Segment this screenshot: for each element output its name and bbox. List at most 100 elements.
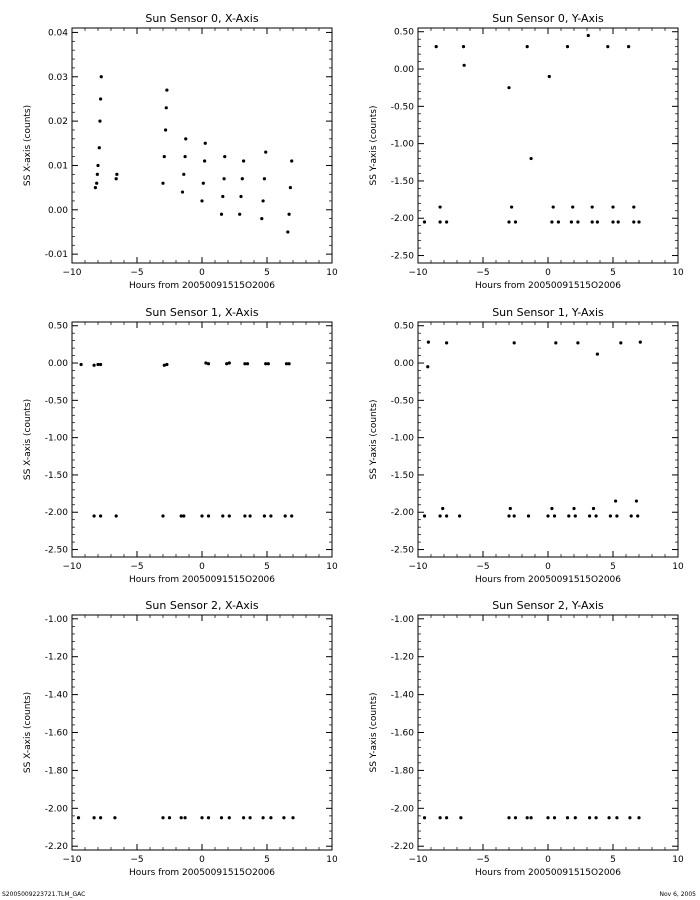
data-point: [283, 514, 287, 518]
data-point: [97, 146, 101, 150]
data-point: [184, 137, 188, 141]
data-point: [269, 816, 273, 820]
y-tick-label: 0.50: [48, 322, 68, 332]
data-point: [96, 163, 100, 168]
data-point: [162, 363, 166, 367]
data-point: [550, 220, 554, 224]
chart-title: Sun Sensor 0, Y-Axis: [492, 12, 604, 25]
data-point: [167, 816, 172, 820]
y-tick-label: 0.50: [394, 322, 414, 332]
chart-title: Sun Sensor 1, Y-Axis: [492, 306, 604, 319]
data-point: [261, 816, 265, 820]
data-point: [165, 88, 169, 92]
data-point: [594, 816, 598, 820]
data-point: [628, 816, 632, 820]
data-point: [614, 499, 618, 503]
x-tick-label: −5: [130, 562, 143, 572]
data-point: [422, 816, 427, 820]
data-point: [282, 816, 286, 820]
chart-title: Sun Sensor 0, X-Axis: [145, 12, 258, 25]
data-point: [288, 186, 292, 190]
y-axis-label: SS Y-axis (counts): [369, 106, 379, 186]
data-point: [627, 45, 631, 49]
x-tick-label: 0: [199, 562, 205, 572]
data-point: [264, 150, 268, 154]
plot-frame: [417, 321, 679, 558]
x-axis-label: Hours from 20050091515O2006: [475, 281, 621, 291]
data-point: [240, 177, 244, 181]
plot-frame: [71, 614, 333, 851]
data-point: [606, 45, 610, 49]
data-point: [238, 212, 242, 216]
data-point: [554, 341, 558, 345]
data-point: [266, 362, 270, 366]
data-point: [445, 220, 449, 224]
data-point: [550, 506, 554, 511]
y-tick-label: -2.00: [391, 214, 415, 224]
x-tick-label: 0: [545, 268, 551, 278]
data-point: [95, 181, 99, 185]
data-point: [426, 365, 430, 369]
x-tick-label: 5: [264, 562, 270, 572]
x-tick-label: −5: [476, 855, 489, 865]
y-tick-label: -2.00: [391, 804, 415, 814]
data-points: [422, 340, 642, 518]
y-tick-label: -2.50: [391, 252, 415, 262]
data-point: [546, 816, 550, 820]
data-point: [607, 816, 611, 820]
data-point: [551, 205, 555, 209]
y-tick-label: 0.00: [48, 206, 68, 216]
y-tick-label: -2.00: [45, 508, 69, 518]
data-point: [206, 362, 211, 366]
data-point: [248, 816, 252, 820]
y-tick-label: -1.80: [391, 766, 415, 776]
data-point: [203, 141, 207, 145]
x-tick-label: 0: [199, 268, 205, 278]
data-point: [203, 159, 207, 163]
data-point: [445, 514, 449, 518]
data-points: [93, 75, 294, 234]
data-point: [422, 514, 427, 518]
x-tick-label: −5: [130, 268, 143, 278]
data-point: [243, 362, 247, 366]
data-point: [595, 220, 600, 224]
data-points: [76, 816, 295, 820]
data-point: [221, 194, 225, 199]
data-point: [179, 816, 183, 820]
y-tick-label: 0.00: [48, 359, 68, 369]
x-tick-label: 10: [326, 562, 338, 572]
data-point: [183, 154, 187, 159]
data-point: [92, 816, 96, 820]
data-point: [632, 220, 636, 224]
data-point: [243, 514, 247, 518]
data-point: [161, 514, 165, 518]
data-point: [219, 816, 224, 820]
data-point: [507, 220, 511, 224]
y-tick-label: -2.00: [391, 508, 415, 518]
data-point: [588, 514, 592, 518]
y-tick-label: 0.00: [394, 65, 414, 75]
data-point: [284, 362, 289, 366]
data-point: [200, 199, 204, 203]
y-tick-label: 0.00: [394, 359, 414, 369]
y-tick-label: -1.00: [45, 615, 69, 625]
data-points: [79, 361, 294, 518]
chart-panel: Sun Sensor 1, X-Axis −10 −5 0 5 10 -2.50 -2.00 -…: [23, 306, 338, 585]
y-tick-label: 0.04: [48, 28, 68, 38]
data-point: [525, 816, 529, 820]
y-tick-label: -1.80: [45, 766, 69, 776]
y-tick-label: -1.20: [45, 653, 69, 663]
data-point: [99, 816, 103, 820]
data-point: [507, 86, 511, 90]
y-tick-label: -1.00: [391, 140, 415, 150]
data-point: [595, 352, 600, 356]
chart-title: Sun Sensor 2, Y-Axis: [492, 599, 604, 612]
y-axis-label: SS X-axis (counts): [23, 105, 33, 186]
x-tick-label: 5: [610, 562, 616, 572]
y-tick-label: -1.20: [391, 653, 415, 663]
data-point: [507, 514, 511, 518]
data-point: [161, 181, 165, 185]
x-tick-label: 10: [672, 855, 684, 865]
data-point: [225, 362, 229, 366]
y-tick-label: -2.50: [45, 546, 69, 556]
